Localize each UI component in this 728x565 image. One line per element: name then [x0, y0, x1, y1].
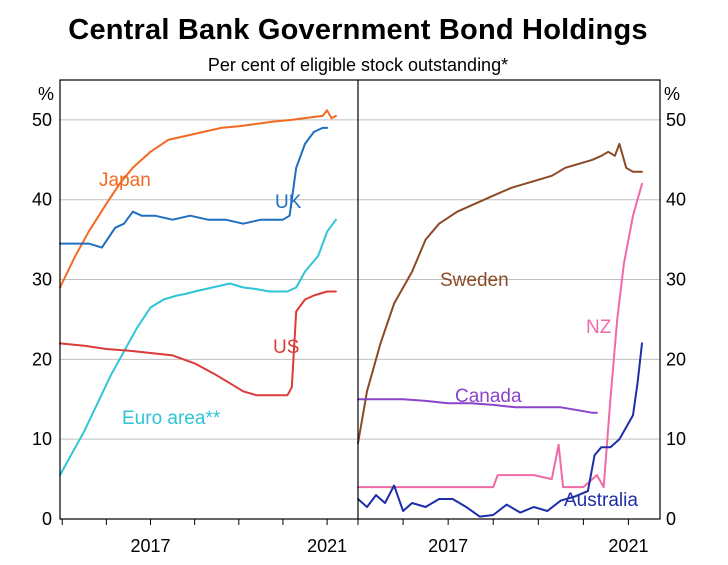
xtick-right-2021: 2021	[608, 536, 648, 556]
series-line-australia	[357, 342, 643, 518]
label-euro-area: Euro area**	[122, 408, 221, 429]
ytick-left-20: 20	[32, 349, 52, 369]
ytick-left-10: 10	[32, 429, 52, 449]
ylabel-right: %	[664, 84, 680, 104]
series-line-japan	[59, 109, 337, 289]
series-line-euro-area	[59, 218, 337, 477]
gridlines	[60, 119, 660, 440]
series-line-nz	[357, 182, 643, 489]
ytick-left-50: 50	[32, 110, 52, 130]
label-japan: Japan	[99, 170, 151, 191]
ytick-right-0: 0	[666, 509, 676, 529]
label-australia: Australia	[564, 490, 638, 511]
series-line-sweden	[357, 142, 643, 445]
label-nz: NZ	[586, 317, 612, 338]
series-labels: Japan UK Euro area** US Sweden NZ Canada…	[99, 170, 638, 511]
chart-subtitle: Per cent of eligible stock outstanding*	[207, 55, 509, 75]
series-line-uk	[59, 126, 329, 249]
xtick-left-2021: 2021	[307, 536, 347, 556]
xtick-right-2017: 2017	[428, 536, 468, 556]
label-us: US	[273, 337, 299, 358]
axis-ticks: 0 10 20 30 40 50% 2017 2021 0 10 20 30 40 50% 2017 2021	[32, 84, 686, 556]
label-uk: UK	[275, 192, 302, 213]
series-line-us	[59, 290, 337, 397]
ytick-right-20: 20	[666, 349, 686, 369]
plot-frame	[59, 79, 661, 520]
chart-title: Central Bank Government Bond Holdings	[68, 14, 648, 46]
chart-frame	[59, 79, 661, 520]
series-line-canada	[357, 398, 598, 414]
ylabel-left: %	[38, 84, 54, 104]
label-canada: Canada	[455, 386, 522, 407]
label-sweden: Sweden	[440, 270, 509, 291]
ytick-left-40: 40	[32, 190, 52, 210]
xtick-left-2017: 2017	[130, 536, 170, 556]
ytick-left-30: 30	[32, 270, 52, 290]
ytick-right-50: 50	[666, 110, 686, 130]
series-lines	[59, 109, 643, 518]
ytick-right-40: 40	[666, 190, 686, 210]
ytick-left-0: 0	[42, 509, 52, 529]
ytick-right-10: 10	[666, 429, 686, 449]
ytick-right-30: 30	[666, 270, 686, 290]
